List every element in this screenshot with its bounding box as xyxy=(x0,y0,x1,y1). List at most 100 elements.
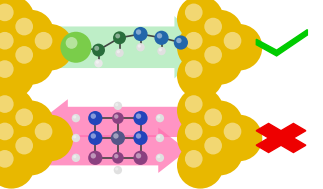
Ellipse shape xyxy=(73,115,76,119)
Ellipse shape xyxy=(196,10,243,56)
Ellipse shape xyxy=(138,44,141,48)
Ellipse shape xyxy=(90,153,96,159)
Ellipse shape xyxy=(133,131,148,145)
Ellipse shape xyxy=(27,115,73,161)
Ellipse shape xyxy=(204,137,222,154)
Ellipse shape xyxy=(92,44,105,57)
Ellipse shape xyxy=(115,167,118,170)
Ellipse shape xyxy=(136,153,141,159)
Ellipse shape xyxy=(114,114,119,119)
Ellipse shape xyxy=(0,95,14,113)
Ellipse shape xyxy=(0,150,14,168)
Ellipse shape xyxy=(156,134,164,142)
Ellipse shape xyxy=(157,47,166,55)
FancyArrow shape xyxy=(39,99,187,145)
Ellipse shape xyxy=(66,37,78,49)
Ellipse shape xyxy=(177,52,224,99)
Ellipse shape xyxy=(114,154,119,158)
Ellipse shape xyxy=(133,151,148,165)
Ellipse shape xyxy=(216,115,262,161)
Ellipse shape xyxy=(113,133,119,139)
FancyArrow shape xyxy=(55,16,207,78)
Ellipse shape xyxy=(0,123,14,140)
Ellipse shape xyxy=(7,101,54,147)
Ellipse shape xyxy=(96,60,99,64)
Ellipse shape xyxy=(114,102,122,110)
Ellipse shape xyxy=(15,46,33,64)
Ellipse shape xyxy=(224,32,241,50)
Ellipse shape xyxy=(185,32,203,50)
Ellipse shape xyxy=(159,48,162,51)
Ellipse shape xyxy=(157,115,160,119)
Ellipse shape xyxy=(196,38,243,85)
Ellipse shape xyxy=(7,10,54,56)
Ellipse shape xyxy=(204,46,222,64)
Ellipse shape xyxy=(177,142,224,189)
Ellipse shape xyxy=(177,24,224,70)
Ellipse shape xyxy=(94,46,99,51)
Ellipse shape xyxy=(196,101,243,147)
Ellipse shape xyxy=(72,134,80,142)
Ellipse shape xyxy=(115,103,118,106)
Ellipse shape xyxy=(117,50,120,53)
Ellipse shape xyxy=(90,113,96,119)
Ellipse shape xyxy=(157,33,162,39)
Ellipse shape xyxy=(90,133,96,139)
Ellipse shape xyxy=(7,38,54,85)
Ellipse shape xyxy=(114,166,122,174)
Ellipse shape xyxy=(177,0,224,42)
Ellipse shape xyxy=(216,24,262,70)
Ellipse shape xyxy=(15,18,33,35)
Ellipse shape xyxy=(60,32,91,63)
Ellipse shape xyxy=(196,129,243,175)
Ellipse shape xyxy=(73,155,76,158)
Polygon shape xyxy=(256,30,307,56)
Ellipse shape xyxy=(111,131,125,145)
Ellipse shape xyxy=(112,152,124,164)
Ellipse shape xyxy=(177,87,224,134)
Ellipse shape xyxy=(0,60,14,78)
Ellipse shape xyxy=(0,32,14,50)
Ellipse shape xyxy=(94,59,103,67)
Ellipse shape xyxy=(113,31,126,44)
Ellipse shape xyxy=(7,129,54,175)
Ellipse shape xyxy=(115,33,120,38)
Ellipse shape xyxy=(156,154,164,162)
Ellipse shape xyxy=(185,123,203,140)
Ellipse shape xyxy=(176,38,182,43)
Ellipse shape xyxy=(177,115,224,161)
Ellipse shape xyxy=(136,133,141,139)
Ellipse shape xyxy=(154,31,169,45)
Ellipse shape xyxy=(0,115,35,161)
Ellipse shape xyxy=(35,32,52,50)
Ellipse shape xyxy=(88,131,102,145)
Ellipse shape xyxy=(72,154,80,162)
Ellipse shape xyxy=(204,18,222,35)
Polygon shape xyxy=(256,123,306,153)
Ellipse shape xyxy=(136,43,145,51)
Ellipse shape xyxy=(185,60,203,78)
Ellipse shape xyxy=(115,49,124,57)
Ellipse shape xyxy=(15,108,33,126)
Ellipse shape xyxy=(27,24,73,70)
Ellipse shape xyxy=(0,4,14,21)
Ellipse shape xyxy=(73,135,76,138)
Ellipse shape xyxy=(224,123,241,140)
Ellipse shape xyxy=(0,142,35,189)
Ellipse shape xyxy=(157,135,160,138)
FancyArrow shape xyxy=(39,128,187,173)
Ellipse shape xyxy=(185,150,203,168)
Ellipse shape xyxy=(0,24,35,70)
Ellipse shape xyxy=(112,112,124,124)
Ellipse shape xyxy=(204,108,222,126)
Ellipse shape xyxy=(133,27,148,41)
Ellipse shape xyxy=(136,29,141,35)
Ellipse shape xyxy=(185,4,203,21)
Ellipse shape xyxy=(88,111,102,125)
Ellipse shape xyxy=(185,95,203,113)
Ellipse shape xyxy=(133,111,148,125)
Ellipse shape xyxy=(88,151,102,165)
Ellipse shape xyxy=(156,114,164,122)
Ellipse shape xyxy=(0,0,35,42)
Polygon shape xyxy=(256,123,306,153)
